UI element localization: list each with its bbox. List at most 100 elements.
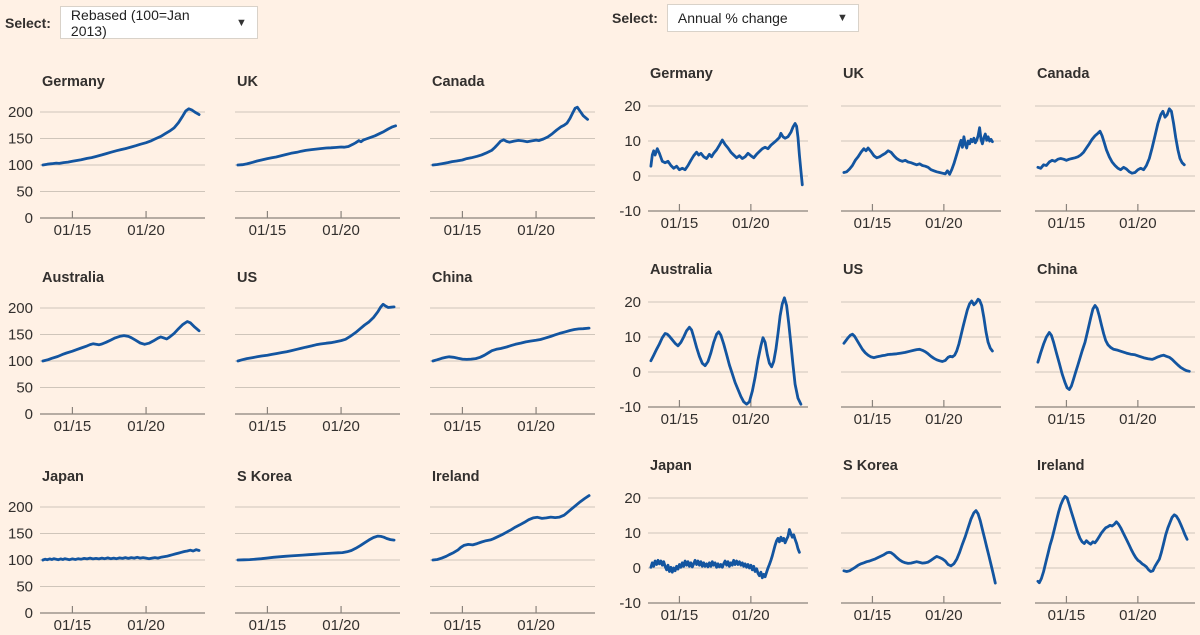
x-tick-label: 01/20 bbox=[127, 617, 165, 634]
rebased-charts-grid: 01/15 01/20 200 150 100 50 0 Germany 01/15 01/20 U… bbox=[8, 74, 595, 634]
chart-rebased-china: 01/15 01/20 China bbox=[430, 270, 595, 435]
x-tick-label: 01/15 bbox=[1048, 607, 1086, 624]
chart-title: Japan bbox=[650, 458, 692, 474]
x-tick-label: 01/20 bbox=[322, 418, 360, 435]
chart-title: US bbox=[843, 262, 863, 278]
y-tick-label: 0 bbox=[25, 210, 33, 227]
chart-title: Ireland bbox=[432, 469, 480, 485]
chart-title: Australia bbox=[42, 270, 105, 286]
y-tick-label: -10 bbox=[619, 399, 641, 416]
chart-title: China bbox=[432, 270, 473, 286]
chart-pctchange-us: 01/15 01/20 US bbox=[841, 262, 1001, 428]
chart-pctchange-ireland: 01/15 01/20 Ireland bbox=[1035, 458, 1195, 624]
series-line bbox=[649, 122, 804, 187]
y-tick-label: 50 bbox=[16, 380, 33, 397]
chart-title: Germany bbox=[650, 66, 713, 82]
chart-pctchange-uk: 01/15 01/20 UK bbox=[841, 66, 1001, 232]
series-line bbox=[649, 528, 801, 580]
x-tick-label: 01/15 bbox=[249, 418, 287, 435]
x-tick-label: 01/20 bbox=[732, 215, 770, 232]
select-label: Select: bbox=[5, 14, 51, 31]
pct-change-select-row: Select: Annual % change ▼ bbox=[612, 4, 859, 32]
chart-rebased-australia: 01/15 01/20 200 150 100 50 0 Australia bbox=[8, 270, 205, 435]
chart-pctchange-germany: 01/15 01/20 20 10 0 -10 Germany bbox=[619, 66, 808, 232]
y-tick-label: 0 bbox=[25, 406, 33, 423]
chart-rebased-ireland: 01/15 01/20 Ireland bbox=[430, 469, 595, 634]
chart-rebased-us: 01/15 01/20 US bbox=[235, 270, 400, 435]
chart-pctchange-canada: 01/15 01/20 Canada bbox=[1035, 66, 1195, 232]
x-tick-label: 01/15 bbox=[444, 617, 482, 634]
pct-change-select[interactable]: Annual % change ▼ bbox=[666, 4, 859, 32]
x-tick-label: 01/15 bbox=[249, 222, 287, 239]
y-tick-label: 0 bbox=[25, 605, 33, 622]
x-tick-label: 01/15 bbox=[854, 411, 892, 428]
y-tick-label: 10 bbox=[624, 525, 641, 542]
chart-title: S Korea bbox=[843, 458, 899, 474]
y-tick-label: -10 bbox=[619, 203, 641, 220]
y-tick-label: 200 bbox=[8, 300, 33, 317]
x-tick-label: 01/15 bbox=[854, 607, 892, 624]
x-tick-label: 01/20 bbox=[127, 222, 165, 239]
chart-pctchange-s-korea: 01/15 01/20 S Korea bbox=[841, 458, 1001, 624]
chart-title: Canada bbox=[1037, 66, 1090, 82]
series-line bbox=[842, 297, 994, 363]
chart-rebased-germany: 01/15 01/20 200 150 100 50 0 Germany bbox=[8, 74, 205, 239]
x-tick-label: 01/20 bbox=[517, 617, 555, 634]
x-tick-label: 01/20 bbox=[322, 617, 360, 634]
x-tick-label: 01/15 bbox=[54, 418, 92, 435]
chart-pctchange-japan: 01/15 01/20 20 10 0 -10 Japan bbox=[619, 458, 808, 624]
x-tick-label: 01/15 bbox=[444, 222, 482, 239]
y-tick-label: -10 bbox=[619, 595, 641, 612]
x-tick-label: 01/20 bbox=[732, 411, 770, 428]
x-tick-label: 01/20 bbox=[322, 222, 360, 239]
rebased-select-value: Rebased (100=Jan 2013) bbox=[70, 6, 190, 39]
y-tick-label: 100 bbox=[8, 552, 33, 569]
x-tick-label: 01/15 bbox=[444, 418, 482, 435]
chart-rebased-japan: 01/15 01/20 200 150 100 50 0 Japan bbox=[8, 469, 205, 634]
x-tick-label: 01/20 bbox=[925, 215, 963, 232]
x-tick-label: 01/15 bbox=[1048, 215, 1086, 232]
rebased-select-row: Select: Rebased (100=Jan 2013) ▼ bbox=[5, 6, 258, 39]
series-line bbox=[236, 302, 396, 363]
chart-rebased-s-korea: 01/15 01/20 S Korea bbox=[235, 469, 400, 634]
series-line bbox=[1036, 494, 1189, 585]
chart-title: UK bbox=[237, 74, 258, 90]
x-tick-label: 01/20 bbox=[925, 607, 963, 624]
series-line bbox=[41, 320, 201, 363]
x-tick-label: 01/15 bbox=[249, 617, 287, 634]
chart-title: Ireland bbox=[1037, 458, 1085, 474]
y-tick-label: 0 bbox=[633, 168, 641, 185]
rebased-panel: Select: Rebased (100=Jan 2013) ▼ 01/15 01… bbox=[5, 6, 595, 634]
series-line bbox=[431, 494, 591, 562]
x-tick-label: 01/20 bbox=[1119, 215, 1157, 232]
select-label: Select: bbox=[612, 10, 658, 26]
x-tick-label: 01/20 bbox=[127, 418, 165, 435]
y-tick-label: 100 bbox=[8, 157, 33, 174]
series-line bbox=[41, 107, 201, 167]
y-tick-label: 50 bbox=[16, 184, 33, 201]
series-line bbox=[236, 124, 397, 167]
series-line bbox=[236, 534, 396, 562]
series-line bbox=[842, 509, 997, 585]
y-tick-label: 0 bbox=[633, 560, 641, 577]
chart-title: S Korea bbox=[237, 469, 293, 485]
y-tick-label: 200 bbox=[8, 104, 33, 121]
chart-title: Australia bbox=[650, 262, 713, 278]
y-tick-label: 10 bbox=[624, 133, 641, 150]
y-tick-label: 10 bbox=[624, 329, 641, 346]
pct-change-select-value: Annual % change bbox=[677, 10, 788, 26]
x-tick-label: 01/20 bbox=[1119, 411, 1157, 428]
x-tick-label: 01/20 bbox=[1119, 607, 1157, 624]
rebased-select[interactable]: Rebased (100=Jan 2013) ▼ bbox=[59, 6, 258, 39]
series-line bbox=[41, 548, 201, 562]
y-tick-label: 150 bbox=[8, 526, 33, 543]
y-tick-label: 150 bbox=[8, 327, 33, 344]
x-tick-label: 01/15 bbox=[661, 607, 699, 624]
pct-change-charts-grid: 01/15 01/20 20 10 0 -10 Germany 01/15 01/20 UK 01/… bbox=[608, 0, 1200, 635]
series-line bbox=[649, 296, 803, 406]
y-tick-label: 50 bbox=[16, 579, 33, 596]
chart-title: Japan bbox=[42, 469, 84, 485]
x-tick-label: 01/15 bbox=[661, 411, 699, 428]
chart-rebased-uk: 01/15 01/20 UK bbox=[235, 74, 400, 239]
chart-title: UK bbox=[843, 66, 864, 82]
